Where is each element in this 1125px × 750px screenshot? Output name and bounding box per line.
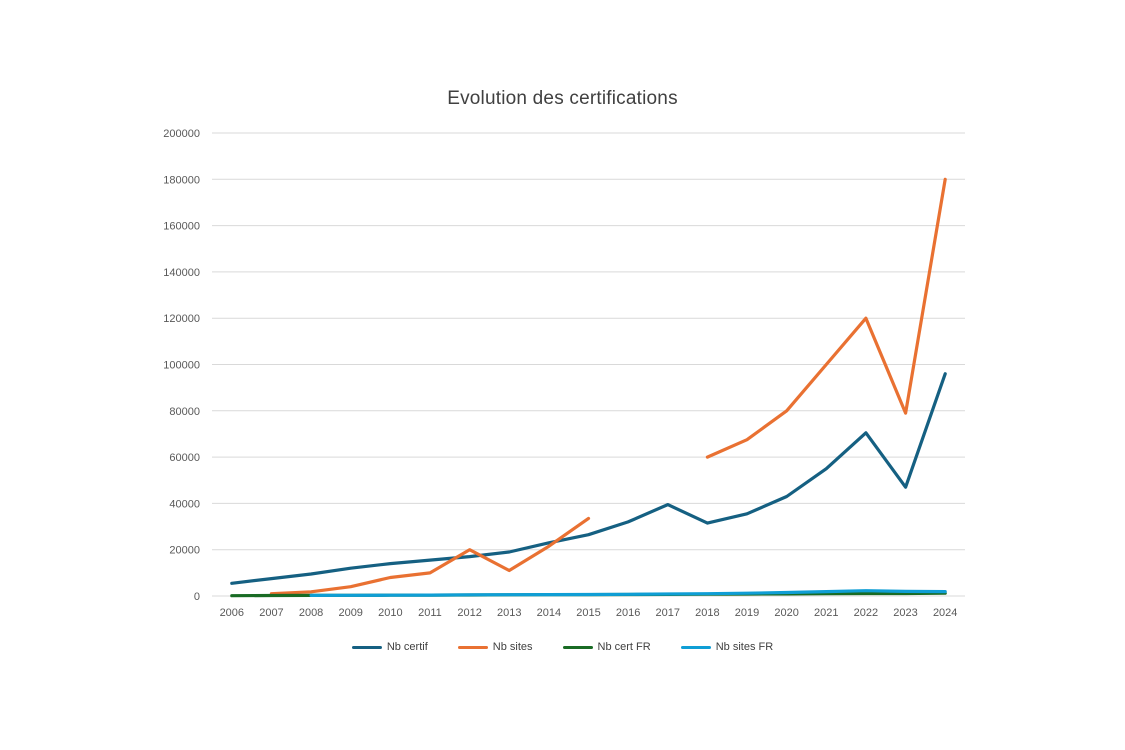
x-axis-tick-label: 2006 [220, 607, 244, 619]
y-axis-tick-label: 0 [194, 591, 200, 603]
x-axis-tick-label: 2010 [378, 607, 402, 619]
x-axis-tick-label: 2015 [576, 607, 600, 619]
y-axis-tick-label: 120000 [163, 313, 200, 325]
x-axis-tick-label: 2012 [457, 607, 481, 619]
x-axis-tick-label: 2018 [695, 607, 719, 619]
legend-item-nb-certif: Nb certif [351, 641, 428, 653]
legend-line-marker-nb-certif [351, 645, 382, 649]
x-axis-tick-label: 2024 [933, 607, 957, 619]
legend-item-nb-sites: Nb sites [457, 641, 533, 653]
y-axis-tick-label: 20000 [169, 545, 200, 557]
legend-line-marker-nb-sites-fr [680, 645, 711, 649]
chart-title: Evolution des certifications [447, 88, 678, 109]
legend-line-marker-nb-sites [457, 645, 488, 649]
legend-label-nb-sites: Nb sites [492, 641, 533, 653]
y-axis-tick-label: 100000 [163, 360, 200, 372]
y-axis-tick-label: 40000 [169, 498, 200, 510]
series-line-nb-certif [230, 372, 947, 585]
y-axis-tick-label: 140000 [163, 267, 200, 279]
legend-item-nb-sites-fr: Nb sites FR [680, 641, 774, 653]
legend-label-nb-sites-fr: Nb sites FR [715, 641, 774, 653]
x-axis-tick-label: 2013 [497, 607, 521, 619]
x-axis-tick-label: 2014 [537, 607, 561, 619]
x-axis-tick-label: 2023 [893, 607, 917, 619]
x-axis-tick-label: 2020 [774, 607, 798, 619]
x-axis-tick-label: 2008 [299, 607, 323, 619]
x-axis-tick-label: 2011 [418, 607, 442, 619]
x-axis-tick-label: 2021 [814, 607, 838, 619]
x-axis-tick-label: 2019 [735, 607, 759, 619]
chart-legend: Nb certif Nb sites Nb cert FR Nb sites FR [0, 641, 1125, 653]
y-axis-tick-label: 180000 [163, 174, 200, 186]
x-axis-tick-label: 2017 [656, 607, 680, 619]
y-axis-tick-label: 60000 [169, 452, 200, 464]
legend-label-nb-certif: Nb certif [386, 641, 428, 653]
x-axis-tick-label: 2016 [616, 607, 640, 619]
x-axis-tick-label: 2022 [854, 607, 878, 619]
x-axis-tick-label: 2007 [259, 607, 283, 619]
series-line-nb-sites [269, 177, 947, 596]
legend-line-marker-nb-cert-fr [562, 645, 593, 649]
x-axis-tick-label: 2009 [338, 607, 362, 619]
y-axis-tick-label: 80000 [169, 406, 200, 418]
legend-label-nb-cert-fr: Nb cert FR [597, 641, 651, 653]
y-axis-tick-label: 200000 [163, 128, 200, 140]
legend-item-nb-cert-fr: Nb cert FR [562, 641, 651, 653]
series-line-nb-sites-fr [309, 589, 947, 597]
y-axis-tick-label: 160000 [163, 221, 200, 233]
